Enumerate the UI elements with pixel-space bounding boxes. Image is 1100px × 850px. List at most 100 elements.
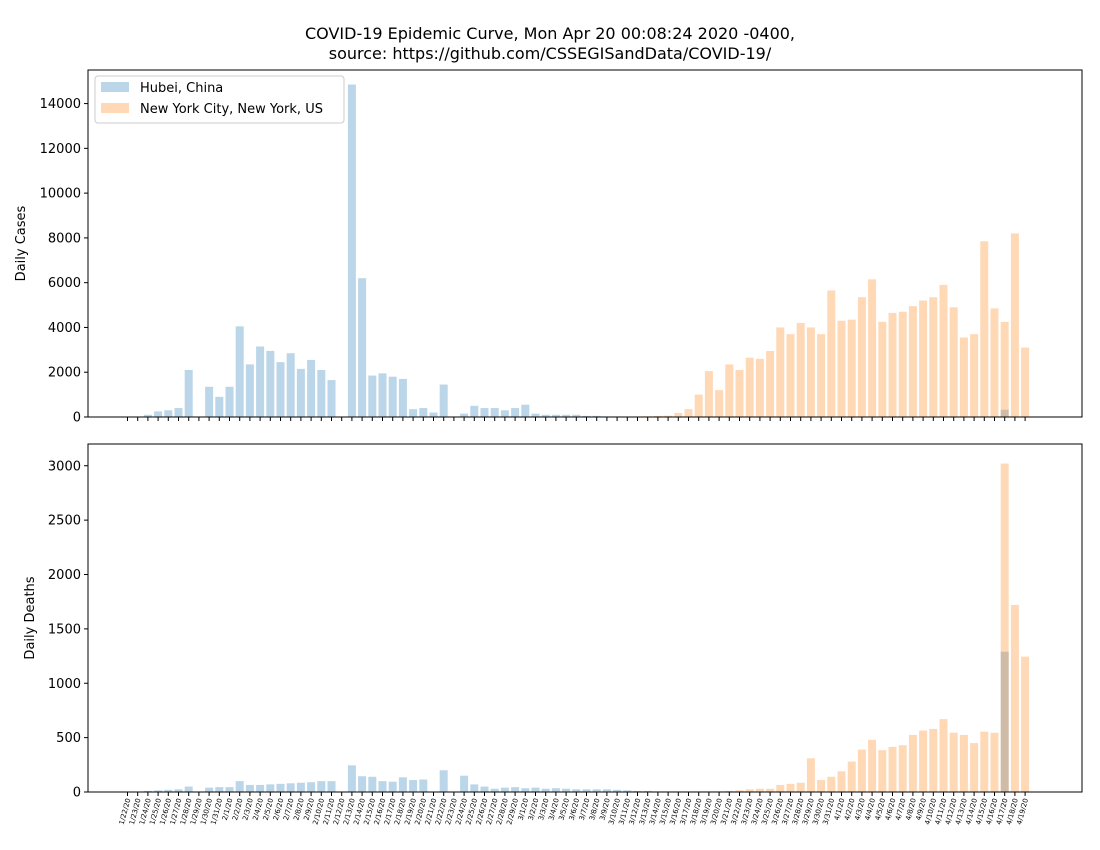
- nyc-bar: [868, 279, 877, 417]
- hubei-bar: [225, 386, 234, 417]
- chart-title-line-1: COVID-19 Epidemic Curve, Mon Apr 20 00:0…: [304, 24, 796, 43]
- chart-title-line-2: source: https://github.com/CSSEGISandDat…: [328, 44, 772, 63]
- y-tick-label: 1000: [48, 677, 81, 692]
- hubei-bar: [358, 776, 367, 792]
- hubei-bar: [419, 779, 428, 792]
- hubei-bar: [480, 408, 489, 417]
- hubei-bar: [317, 781, 326, 792]
- nyc-bar: [847, 319, 856, 417]
- hubei-bar: [470, 784, 479, 792]
- y-tick-label: 14000: [40, 97, 81, 112]
- y-tick-label: 8000: [48, 231, 81, 246]
- hubei-bar: [235, 326, 244, 417]
- hubei-bar: [409, 780, 418, 792]
- hubei-bar: [470, 405, 479, 417]
- nyc-bar: [1021, 656, 1030, 792]
- nyc-bar: [704, 371, 713, 417]
- hubei-bar: [521, 788, 530, 792]
- hubei-bar: [327, 781, 336, 792]
- hubei-bar: [143, 790, 152, 792]
- hubei-bar: [623, 790, 632, 792]
- hubei-bar: [572, 789, 581, 792]
- nyc-bar: [653, 415, 662, 417]
- nyc-bar: [715, 390, 724, 417]
- legend-box: [94, 75, 345, 124]
- hubei-bar: [154, 411, 163, 417]
- nyc-bar: [1021, 347, 1030, 417]
- hubei-bar: [613, 789, 622, 792]
- nyc-bar: [959, 734, 968, 792]
- hubei-bar: [490, 408, 499, 417]
- y-tick-label: 1500: [48, 622, 81, 637]
- nyc-bar: [919, 730, 928, 792]
- hubei-bar: [572, 414, 581, 417]
- hubei-bar: [500, 787, 509, 792]
- hubei-bar: [551, 788, 560, 792]
- nyc-bar: [1010, 604, 1019, 792]
- hubei-bar: [286, 353, 295, 417]
- y-tick-label: 2000: [48, 366, 81, 381]
- hubei-bar: [1000, 409, 1009, 417]
- y-axis-label: Daily Deaths: [23, 576, 38, 659]
- nyc-bar: [888, 746, 897, 792]
- hubei-bar: [235, 781, 244, 792]
- nyc-bar: [827, 776, 836, 792]
- hubei-bar: [378, 781, 387, 792]
- hubei-bar: [245, 784, 254, 792]
- nyc-bar: [745, 357, 754, 417]
- nyc-bar: [939, 284, 948, 417]
- hubei-bar: [205, 787, 214, 792]
- legend-label-nyc: New York City, New York, US: [140, 102, 323, 117]
- nyc-bar: [908, 306, 917, 417]
- y-tick-label: 2500: [48, 514, 81, 529]
- hubei-bar: [256, 346, 265, 417]
- hubei-bar: [347, 765, 356, 792]
- nyc-bar: [1000, 321, 1009, 417]
- legend-swatch-hubei: [101, 82, 129, 92]
- hubei-bar: [531, 413, 540, 417]
- hubei-bar: [215, 787, 224, 792]
- nyc-bar: [980, 241, 989, 417]
- nyc-bar: [857, 749, 866, 792]
- hubei-bar: [276, 362, 285, 417]
- hubei-bar: [154, 790, 163, 792]
- nyc-bar: [837, 320, 846, 417]
- y-tick-label: 0: [73, 786, 81, 801]
- nyc-bar: [857, 297, 866, 417]
- nyc-bar: [776, 784, 785, 792]
- y-tick-label: 3000: [48, 459, 81, 474]
- nyc-bar: [725, 790, 734, 792]
- nyc-bar: [878, 321, 887, 417]
- hubei-bar: [500, 410, 509, 417]
- hubei-bar: [307, 782, 316, 792]
- legend: Hubei, China New York City, New York, US: [94, 75, 345, 124]
- nyc-bar: [970, 334, 979, 417]
- hubei-bar: [358, 278, 367, 417]
- hubei-bar: [439, 384, 448, 417]
- hubei-bar: [511, 787, 520, 792]
- hubei-bar: [368, 375, 377, 417]
- hubei-bar: [225, 787, 234, 792]
- hubei-bar: [592, 789, 601, 792]
- hubei-bar: [184, 369, 193, 417]
- hubei-bar: [388, 781, 397, 792]
- nyc-bar: [684, 409, 693, 417]
- hubei-bar: [419, 408, 428, 417]
- nyc-bar: [806, 327, 815, 417]
- y-tick-label: 10000: [40, 187, 81, 202]
- nyc-bar: [796, 322, 805, 417]
- hubei-bar: [388, 376, 397, 417]
- nyc-bar: [735, 790, 744, 792]
- y-tick-label: 500: [56, 731, 81, 746]
- y-tick-label: 12000: [40, 142, 81, 157]
- hubei-bar: [266, 350, 275, 417]
- nyc-bar: [929, 728, 938, 792]
- hubei-bar: [327, 380, 336, 417]
- hubei-bar: [398, 378, 407, 417]
- nyc-bar: [980, 731, 989, 792]
- y-tick-label: 2000: [48, 568, 81, 583]
- nyc-bar: [786, 783, 795, 792]
- y-tick-label: 6000: [48, 276, 81, 291]
- chart-title: COVID-19 Epidemic Curve, Mon Apr 20 00:0…: [0, 24, 1100, 64]
- nyc-bar: [694, 394, 703, 417]
